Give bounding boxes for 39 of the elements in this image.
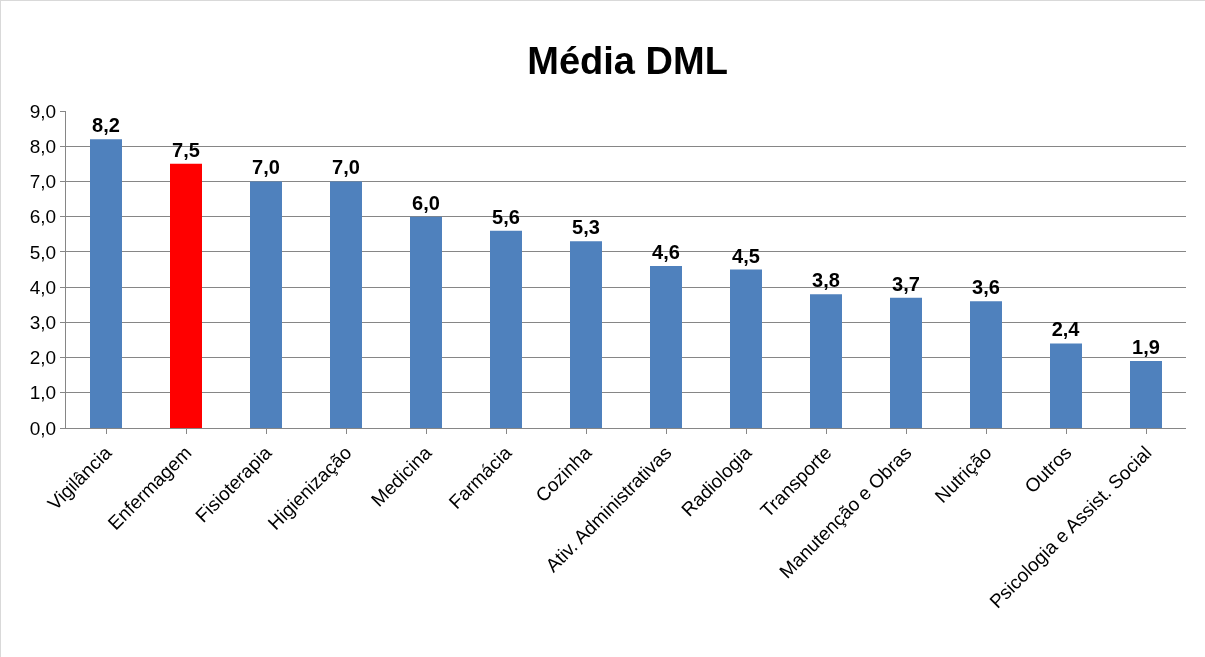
data-label: 1,9 <box>1132 336 1160 359</box>
data-label: 4,5 <box>732 244 760 267</box>
data-label: 7,0 <box>332 156 360 179</box>
bar <box>250 181 282 428</box>
y-tick-label: 9,0 <box>29 100 57 122</box>
data-label: 4,6 <box>652 240 680 263</box>
y-tick-label: 1,0 <box>29 382 57 404</box>
bar <box>170 163 202 428</box>
data-label: 3,6 <box>972 276 1000 299</box>
bar <box>90 139 122 428</box>
data-label: 5,6 <box>492 205 520 228</box>
data-label: 3,8 <box>812 269 840 292</box>
bar <box>970 301 1002 428</box>
data-label: 6,0 <box>412 191 440 214</box>
chart-title: Média DML <box>527 39 728 82</box>
data-label: 5,3 <box>572 216 600 239</box>
bar <box>890 297 922 428</box>
bar <box>570 241 602 428</box>
y-tick-label: 4,0 <box>29 276 57 298</box>
bar <box>1050 343 1082 428</box>
y-tick-label: 3,0 <box>29 311 57 333</box>
bar <box>490 230 522 428</box>
data-label: 8,2 <box>92 114 120 137</box>
y-tick-label: 8,0 <box>29 135 57 157</box>
data-label: 7,0 <box>252 156 280 179</box>
bar <box>410 216 442 428</box>
bar <box>330 181 362 428</box>
data-label: 2,4 <box>1051 318 1081 341</box>
bar <box>810 294 842 428</box>
y-tick-label: 7,0 <box>29 171 57 193</box>
y-tick-label: 6,0 <box>29 206 57 228</box>
bar <box>1130 361 1162 428</box>
y-tick-label: 0,0 <box>29 417 57 439</box>
y-tick-label: 2,0 <box>29 347 57 369</box>
bar <box>650 265 682 428</box>
bar <box>730 269 762 428</box>
y-tick-label: 5,0 <box>29 241 57 263</box>
data-label: 3,7 <box>892 272 920 295</box>
data-label: 7,5 <box>172 138 200 161</box>
